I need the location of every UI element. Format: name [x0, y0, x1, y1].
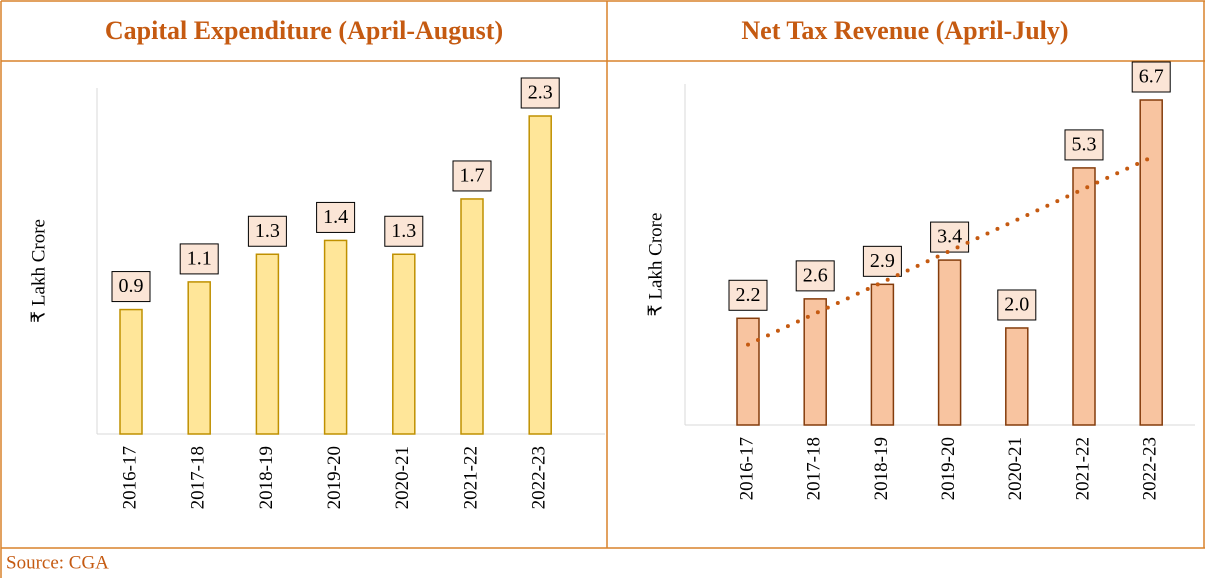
x-tick-label: 2021-22 — [1072, 437, 1093, 500]
value-label: 1.1 — [187, 248, 212, 270]
value-label-box — [247, 215, 287, 247]
y-axis-label: ₹ Lakh Crore — [28, 219, 49, 323]
x-tick-label: 2021-22 — [460, 446, 481, 509]
chart-title: Net Tax Revenue (April-July) — [741, 16, 1068, 45]
value-label: 1.3 — [391, 220, 416, 242]
bar — [460, 198, 484, 435]
value-label: 0.9 — [119, 275, 144, 297]
value-label-box — [1064, 129, 1104, 161]
value-label-box — [997, 289, 1037, 321]
value-label: 2.9 — [870, 250, 895, 272]
bar — [187, 281, 211, 435]
value-label-box — [728, 279, 768, 311]
source: Source: CGA — [6, 552, 109, 573]
bar — [803, 298, 827, 426]
x-tick-label: 2017-18 — [804, 437, 825, 500]
value-label: 2.0 — [1004, 294, 1029, 316]
value-label-box — [795, 260, 835, 292]
value-label: 1.4 — [323, 206, 348, 228]
bar — [1072, 167, 1096, 426]
bar — [255, 253, 280, 435]
x-tick-label: 2020-21 — [1005, 437, 1026, 500]
value-label: 1.7 — [460, 165, 485, 187]
bar — [736, 317, 760, 426]
value-label: 1.3 — [255, 220, 280, 242]
bar — [323, 239, 348, 435]
x-tick-label: 2018-19 — [256, 446, 277, 509]
x-tick-label: 2019-20 — [938, 437, 959, 500]
value-label: 5.3 — [1072, 134, 1097, 156]
value-label: 2.2 — [736, 284, 761, 306]
value-label-box — [179, 243, 219, 275]
bar — [937, 259, 962, 426]
x-tick-label: 2018-19 — [871, 437, 892, 500]
x-tick-label: 2016-17 — [119, 446, 140, 509]
value-label-box — [930, 221, 970, 253]
x-tick-label: 2020-21 — [392, 446, 413, 509]
bar — [119, 308, 143, 435]
value-label-box — [316, 201, 356, 233]
chart-title: Capital Expenditure (April-August) — [105, 16, 503, 45]
x-tick-label: 2022-23 — [1140, 437, 1161, 500]
y-axis-label: ₹ Lakh Crore — [645, 213, 666, 317]
bar — [392, 253, 416, 435]
value-label-box — [384, 215, 424, 247]
bar — [528, 115, 552, 435]
value-label-box — [1131, 61, 1171, 93]
value-label: 2.6 — [803, 264, 828, 286]
value-label: 3.4 — [937, 226, 962, 248]
value-label: 6.7 — [1139, 66, 1164, 88]
value-label: 2.3 — [528, 82, 553, 104]
x-tick-label: 2016-17 — [736, 437, 757, 500]
x-tick-label: 2017-18 — [188, 446, 209, 509]
x-tick-label: 2019-20 — [324, 446, 345, 509]
x-tick-label: 2022-23 — [529, 446, 550, 509]
bar — [1139, 99, 1163, 426]
bar — [870, 283, 895, 426]
value-label-box — [111, 271, 151, 303]
value-label-box — [520, 77, 560, 109]
value-label-box — [862, 245, 902, 277]
value-label-box — [452, 160, 492, 192]
bar — [1005, 327, 1029, 426]
